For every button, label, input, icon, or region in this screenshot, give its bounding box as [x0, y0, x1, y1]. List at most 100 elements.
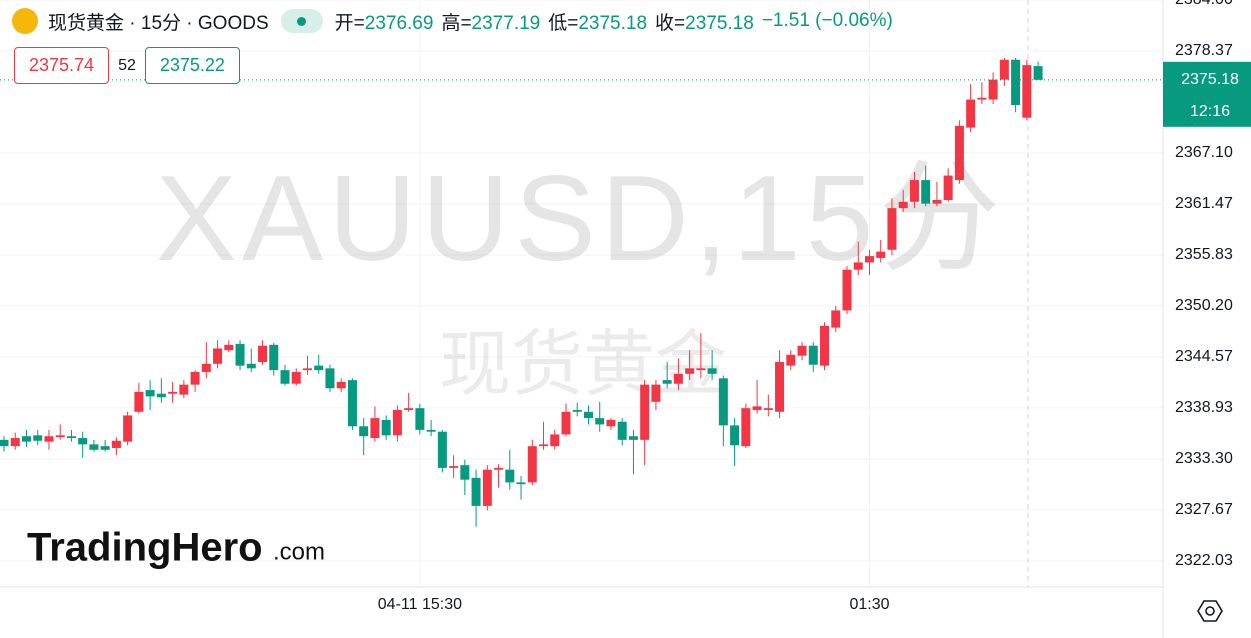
candle-body — [583, 411, 593, 419]
candle-body — [820, 325, 830, 366]
ohlc-stat: 高=2377.19 — [441, 13, 540, 34]
candle-body — [471, 477, 481, 506]
candle-body — [415, 408, 425, 430]
order-panel: 2375.74 52 2375.22 — [14, 47, 240, 84]
x-tick-label: 01:30 — [849, 596, 889, 613]
candle-body — [302, 368, 312, 371]
candle-body — [123, 415, 133, 442]
candle-body — [999, 59, 1009, 80]
y-tick-label: 2367.10 — [1175, 144, 1233, 161]
symbol-title[interactable]: 现货黄金 · 15分 · GOODS — [48, 12, 269, 34]
stat-label: 高= — [441, 12, 472, 34]
candle-body — [673, 373, 683, 384]
symbol-icon — [12, 8, 38, 34]
candle-body — [775, 362, 785, 412]
candle-body — [696, 368, 706, 371]
y-tick-label: 2333.30 — [1175, 450, 1233, 467]
candle-body — [134, 391, 144, 412]
candle-body — [325, 368, 335, 389]
candle-body — [359, 426, 369, 437]
candle-body — [977, 97, 987, 100]
candle-body — [44, 436, 54, 442]
stat-value: 2375.18 — [685, 12, 754, 34]
candle-body — [291, 371, 301, 384]
candle-body — [887, 208, 897, 250]
ohlc-stats: 开=2376.69 高=2377.19 低=2375.18 收=2375.18 — [335, 8, 762, 35]
y-tick-label: 2327.67 — [1175, 501, 1233, 518]
candle-body — [595, 418, 605, 425]
candle-body — [831, 310, 841, 328]
candle-body — [426, 429, 436, 432]
candle-body — [314, 365, 324, 371]
candle-body — [988, 79, 998, 100]
watermark-name: 现货黄金 — [439, 325, 727, 405]
candle-body — [1011, 59, 1021, 105]
candle-body — [730, 425, 740, 446]
candle-body — [336, 381, 346, 389]
candle-body — [66, 436, 76, 439]
grid — [0, 0, 1163, 587]
candle-body — [213, 348, 223, 364]
candle-body — [482, 469, 492, 506]
candle-body — [10, 438, 20, 447]
countdown: 12:16 — [1190, 103, 1230, 120]
candle-body — [966, 99, 976, 128]
candle-body — [89, 444, 99, 450]
logo: TradingHero — [27, 526, 263, 570]
buy-button[interactable]: 2375.22 — [144, 47, 240, 84]
candle-body — [628, 436, 638, 440]
candle-body — [561, 411, 571, 435]
candle-body — [550, 434, 560, 447]
sell-button[interactable]: 2375.74 — [14, 47, 110, 84]
candle-body — [201, 363, 211, 372]
candle-body — [752, 406, 762, 410]
candle-body — [1033, 66, 1043, 80]
candle-body — [527, 446, 537, 483]
candle-body — [786, 354, 796, 366]
candle-body — [763, 408, 773, 410]
stat-value: 2376.69 — [364, 12, 434, 34]
candle-body — [876, 251, 886, 258]
spread: 52 — [118, 56, 136, 74]
candle-body — [539, 444, 549, 447]
candle-body — [617, 421, 627, 440]
candle-body — [572, 409, 582, 412]
current-price-label: 2375.18 — [1181, 71, 1239, 88]
candle-body — [0, 439, 9, 447]
ohlc-stat: 开=2376.69 — [335, 13, 434, 34]
settings-icon[interactable] — [1197, 600, 1223, 622]
candle-body — [842, 269, 852, 311]
candle-body — [640, 384, 650, 440]
candle-body — [392, 409, 402, 436]
candle-body — [111, 440, 121, 448]
y-tick-label: 2378.37 — [1175, 42, 1233, 59]
candle-body — [156, 393, 166, 398]
candle-body — [662, 380, 672, 384]
candle-body — [168, 391, 178, 394]
candle-body — [381, 419, 391, 436]
candle-body — [516, 482, 526, 485]
market-status[interactable] — [280, 9, 323, 33]
candle-body — [943, 175, 953, 201]
candle-body — [179, 384, 189, 395]
y-tick-label: 2361.47 — [1175, 195, 1233, 212]
candle-body — [370, 418, 380, 439]
watermark-symbol: XAUUSD,15分 — [156, 150, 1001, 286]
candle-body — [347, 380, 357, 427]
x-tick-label: 04-11 15:30 — [378, 596, 462, 613]
ohlc-stat: 低=2375.18 — [548, 13, 647, 34]
candle-body — [797, 345, 807, 356]
candle-body — [100, 446, 110, 450]
candle-body — [741, 408, 751, 447]
candle-body — [21, 436, 31, 442]
candle-body — [606, 419, 616, 427]
candle-body — [258, 345, 268, 363]
candle-body — [235, 343, 245, 366]
candle-body — [280, 370, 290, 384]
stat-value: 2377.19 — [471, 12, 541, 34]
current-price-tag — [1163, 61, 1251, 127]
header: 现货黄金 · 15分 · GOODS 开=2376.69 高=2377.19 低=2… — [12, 6, 893, 36]
candle-body — [494, 467, 504, 470]
